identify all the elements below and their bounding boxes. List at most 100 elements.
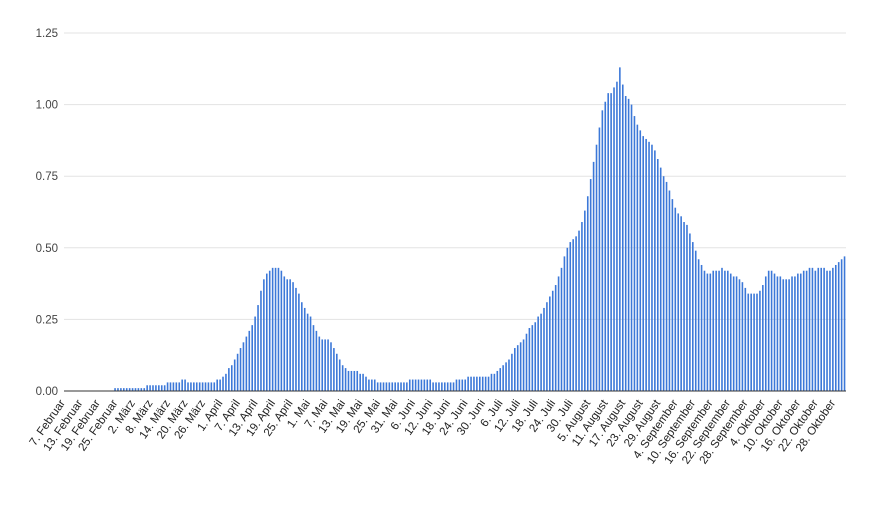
bar bbox=[353, 370, 356, 391]
bar bbox=[306, 313, 309, 391]
bar bbox=[476, 376, 478, 391]
bar bbox=[499, 368, 502, 391]
bar bbox=[467, 376, 469, 391]
bar bbox=[117, 388, 119, 391]
bar bbox=[604, 101, 607, 392]
bar bbox=[312, 325, 315, 391]
bar bbox=[426, 379, 429, 391]
bar bbox=[318, 336, 321, 391]
bar bbox=[382, 382, 385, 391]
bar bbox=[551, 290, 554, 391]
bar bbox=[484, 376, 487, 391]
bar bbox=[528, 327, 531, 391]
bar bbox=[534, 322, 537, 391]
bar bbox=[642, 136, 644, 391]
bar bbox=[295, 287, 297, 391]
bar bbox=[502, 365, 504, 391]
bar bbox=[155, 385, 157, 391]
bar bbox=[143, 388, 146, 391]
bar bbox=[514, 348, 516, 391]
y-tick-label: 0.50 bbox=[36, 243, 58, 255]
gridlines bbox=[64, 32, 846, 320]
bar bbox=[385, 382, 388, 391]
bar bbox=[581, 222, 583, 391]
bar bbox=[216, 379, 218, 391]
bar bbox=[636, 124, 639, 392]
bar bbox=[166, 382, 169, 391]
bar bbox=[522, 339, 525, 391]
bar bbox=[338, 359, 341, 391]
bar bbox=[207, 382, 210, 391]
bar bbox=[554, 285, 557, 391]
bar bbox=[420, 379, 423, 391]
bar bbox=[706, 273, 709, 391]
bar bbox=[683, 222, 685, 391]
bar bbox=[525, 333, 528, 391]
bar bbox=[671, 199, 674, 391]
bar bbox=[823, 267, 825, 391]
bar bbox=[808, 267, 811, 391]
bar bbox=[371, 379, 373, 391]
bar bbox=[767, 270, 770, 391]
bar bbox=[759, 290, 761, 391]
bar bbox=[184, 379, 186, 391]
bar bbox=[764, 276, 767, 391]
y-tick-label: 0.25 bbox=[36, 314, 58, 326]
bar bbox=[560, 267, 563, 391]
bar bbox=[324, 339, 326, 391]
bar bbox=[303, 307, 306, 391]
bar bbox=[624, 96, 627, 391]
bar bbox=[747, 293, 750, 391]
bar bbox=[741, 282, 744, 391]
bar bbox=[225, 373, 227, 391]
bar bbox=[315, 330, 318, 391]
bar bbox=[365, 376, 367, 391]
bar bbox=[782, 279, 785, 391]
bar bbox=[376, 382, 379, 391]
bar bbox=[280, 270, 283, 391]
bar bbox=[659, 167, 662, 391]
bar bbox=[210, 382, 213, 391]
bar bbox=[487, 376, 490, 391]
bar bbox=[359, 373, 361, 391]
bar bbox=[613, 87, 615, 392]
bar bbox=[271, 267, 274, 391]
bar bbox=[829, 270, 831, 391]
bar bbox=[213, 382, 216, 391]
bar bbox=[674, 207, 677, 391]
bar bbox=[470, 376, 472, 391]
bar bbox=[516, 345, 519, 391]
bar-series bbox=[114, 67, 846, 392]
bar bbox=[834, 264, 837, 391]
bar bbox=[114, 388, 116, 391]
bar bbox=[286, 279, 289, 391]
bar bbox=[283, 276, 286, 391]
bar bbox=[735, 276, 738, 391]
bar bbox=[327, 339, 329, 391]
bar bbox=[458, 379, 461, 391]
bar bbox=[785, 279, 787, 391]
bar bbox=[598, 127, 601, 391]
bar bbox=[368, 379, 370, 391]
bar bbox=[654, 150, 656, 391]
bar bbox=[236, 353, 239, 391]
bar bbox=[820, 267, 822, 391]
bar bbox=[686, 224, 688, 391]
bar bbox=[201, 382, 204, 391]
y-tick-label: 0.75 bbox=[36, 171, 58, 183]
bar bbox=[362, 373, 364, 391]
bar bbox=[773, 273, 776, 391]
bar bbox=[738, 279, 741, 391]
bar bbox=[788, 279, 790, 391]
bar bbox=[181, 379, 183, 391]
bar bbox=[805, 270, 808, 391]
bar bbox=[639, 130, 642, 391]
bar bbox=[379, 382, 382, 391]
bar bbox=[400, 382, 402, 391]
bar bbox=[140, 388, 143, 391]
bar bbox=[152, 385, 154, 391]
bar bbox=[190, 382, 192, 391]
bar bbox=[198, 382, 201, 391]
bar bbox=[697, 259, 700, 391]
